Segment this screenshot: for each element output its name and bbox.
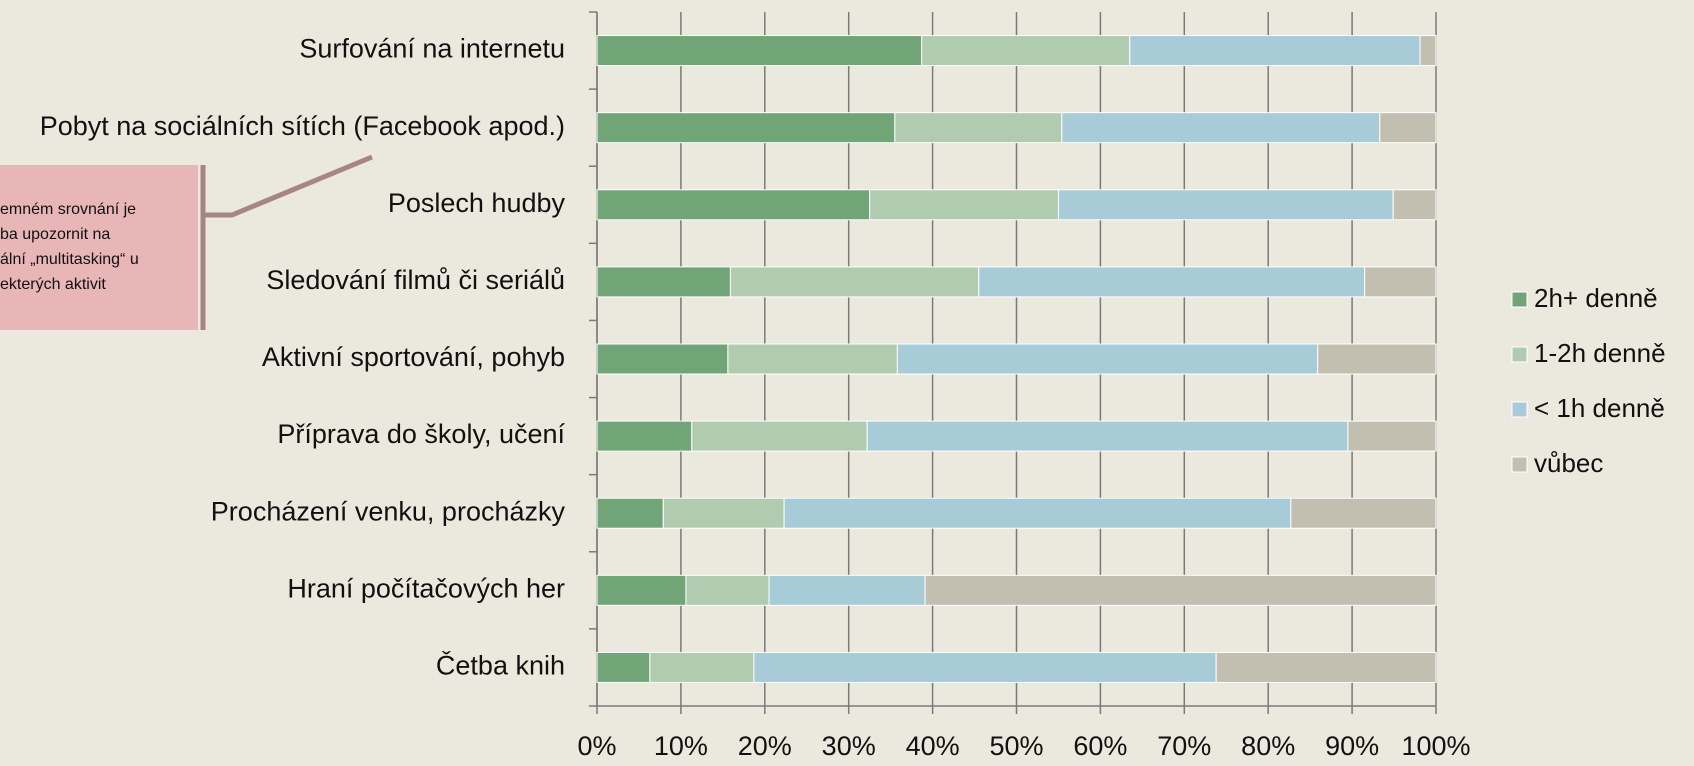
x-tick-label: 0% <box>577 731 616 761</box>
x-tick-label: 30% <box>822 731 876 761</box>
y-tick-label: Procházení venku, procházky <box>211 496 566 526</box>
y-tick-label: Příprava do školy, učení <box>277 419 565 449</box>
bar-segment <box>783 497 1292 529</box>
bar-segment <box>1364 266 1437 298</box>
bar-segment <box>649 651 755 683</box>
bar-segment <box>662 497 785 529</box>
bar-segment <box>1347 420 1437 452</box>
bar-segment <box>596 35 923 67</box>
callout-text: ba upozornit na <box>0 226 110 243</box>
legend-swatch <box>1511 401 1528 418</box>
y-tick-label: Poslech hudby <box>388 188 566 218</box>
bar-segment <box>691 420 868 452</box>
bar-segment <box>1129 35 1421 67</box>
y-tick-label: Sledování filmů či seriálů <box>266 265 565 295</box>
bar-segment <box>596 343 729 375</box>
legend-swatch <box>1511 346 1528 363</box>
x-tick-label: 60% <box>1073 731 1127 761</box>
callout-connector <box>205 154 373 218</box>
y-tick-label: Surfování na internetu <box>299 34 565 64</box>
bar-segment <box>1057 189 1394 221</box>
callout-text: emném srovnání je <box>0 201 136 218</box>
x-tick-label: 90% <box>1325 731 1379 761</box>
bar-segment <box>596 651 651 683</box>
legend-label: 1-2h denně <box>1534 338 1666 368</box>
bar-segment <box>1379 112 1437 144</box>
bar-segment <box>727 343 898 375</box>
bar-segment <box>896 343 1319 375</box>
bar-segment <box>596 497 664 529</box>
x-tick-label: 80% <box>1241 731 1295 761</box>
y-tick-label: Aktivní sportování, pohyb <box>262 342 565 372</box>
x-tick-label: 100% <box>1401 731 1470 761</box>
callout-text: ální „multitasking“ u <box>0 251 139 268</box>
bar-segment <box>596 189 871 221</box>
legend-label: 2h+ denně <box>1534 283 1658 313</box>
y-tick-label: Četba knih <box>436 650 565 681</box>
callout-box <box>0 165 198 330</box>
x-tick-label: 50% <box>989 731 1043 761</box>
x-tick-label: 20% <box>738 731 792 761</box>
bar-segment <box>866 420 1349 452</box>
legend-swatch <box>1511 291 1528 308</box>
bar-segment <box>1419 35 1437 67</box>
bar-segment <box>924 574 1437 606</box>
bar-segment <box>869 189 1059 221</box>
bar-segment <box>596 112 896 144</box>
legend-label: vůbec <box>1534 448 1603 478</box>
bar-segment <box>1290 497 1437 529</box>
bar-segment <box>596 420 693 452</box>
bar-segment <box>768 574 926 606</box>
bar-segment <box>894 112 1063 144</box>
x-tick-label: 40% <box>906 731 960 761</box>
bar-segment <box>1061 112 1381 144</box>
legend-label: < 1h denně <box>1534 393 1665 423</box>
bar-segment <box>1215 651 1437 683</box>
bar-segment <box>729 266 980 298</box>
bar-segment <box>978 266 1366 298</box>
legend-swatch <box>1511 456 1528 473</box>
y-tick-label: Pobyt na sociálních sítích (Facebook apo… <box>40 111 565 141</box>
bar-segment <box>596 266 731 298</box>
x-tick-label: 10% <box>654 731 708 761</box>
y-tick-label: Hraní počítačových her <box>287 573 565 603</box>
bar-segment <box>921 35 1131 67</box>
bar-segment <box>1392 189 1437 221</box>
callout-text: ekterých aktivit <box>0 276 106 293</box>
bar-segment <box>753 651 1217 683</box>
bar-segment <box>1317 343 1437 375</box>
bar-segment <box>685 574 770 606</box>
bar-segment <box>596 574 687 606</box>
x-tick-label: 70% <box>1157 731 1211 761</box>
